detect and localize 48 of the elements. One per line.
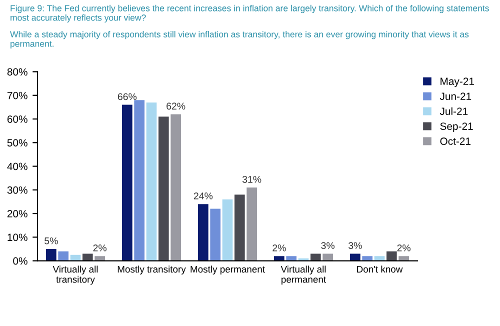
x-tick-label: Don't know	[357, 266, 403, 273]
data-label: 2%	[93, 244, 106, 252]
bar	[386, 251, 397, 261]
bar	[350, 254, 360, 261]
data-label: 3%	[348, 242, 362, 250]
data-label: 5%	[44, 237, 58, 244]
bar	[146, 102, 157, 261]
x-tick-label: Mostly transitory	[118, 266, 186, 274]
x-tick-label: Virtually all transitory	[52, 266, 98, 285]
bar	[222, 199, 233, 261]
legend-label: Oct-21	[440, 138, 470, 145]
bar	[82, 254, 93, 261]
x-tick-label: Mostly permanent	[190, 266, 265, 274]
legend-label: Sep-21	[440, 122, 473, 132]
data-label: 2%	[272, 244, 286, 252]
chart-title: Figure 9: The Fed currently believes the recent increases in inflation are largely transitory. Which of the following statements most accurately reflects your view?	[10, 4, 489, 22]
data-label: 66%	[118, 93, 137, 100]
y-tick-label: 30%	[7, 186, 28, 194]
data-label: 62%	[166, 102, 186, 110]
y-tick-label: 70%	[7, 92, 28, 100]
data-label: 24%	[194, 192, 213, 200]
bar	[310, 254, 321, 261]
bar	[210, 208, 221, 261]
bar	[134, 100, 145, 261]
legend-label: May-21	[440, 78, 474, 88]
bar	[198, 204, 208, 261]
bar	[322, 254, 333, 261]
y-tick-label: 20%	[7, 210, 28, 218]
legend-label: Jun-21	[440, 92, 472, 100]
x-tick-label: Virtually all permanent	[280, 266, 326, 285]
bar	[246, 188, 257, 261]
bar	[234, 194, 245, 261]
y-tick-label: 10%	[8, 234, 28, 242]
data-label: 2%	[397, 244, 410, 252]
y-tick-label: 80%	[7, 68, 28, 76]
y-tick-label: 60%	[7, 115, 28, 123]
data-label: 3%	[321, 242, 334, 250]
y-tick-label: 0%	[13, 257, 28, 265]
bar	[46, 248, 56, 261]
y-tick-label: 50%	[7, 139, 28, 146]
y-tick-label: 40%	[7, 162, 28, 170]
bar	[58, 251, 69, 261]
bar	[170, 114, 181, 261]
bar	[122, 104, 132, 261]
bar	[158, 116, 169, 261]
legend-label: Jul-21	[440, 107, 468, 115]
data-label: 31%	[242, 176, 262, 183]
chart-subtitle: While a steady majority of respondents still view inflation as transitory, there is an ever growing minority that views it as permanent.	[10, 30, 469, 49]
